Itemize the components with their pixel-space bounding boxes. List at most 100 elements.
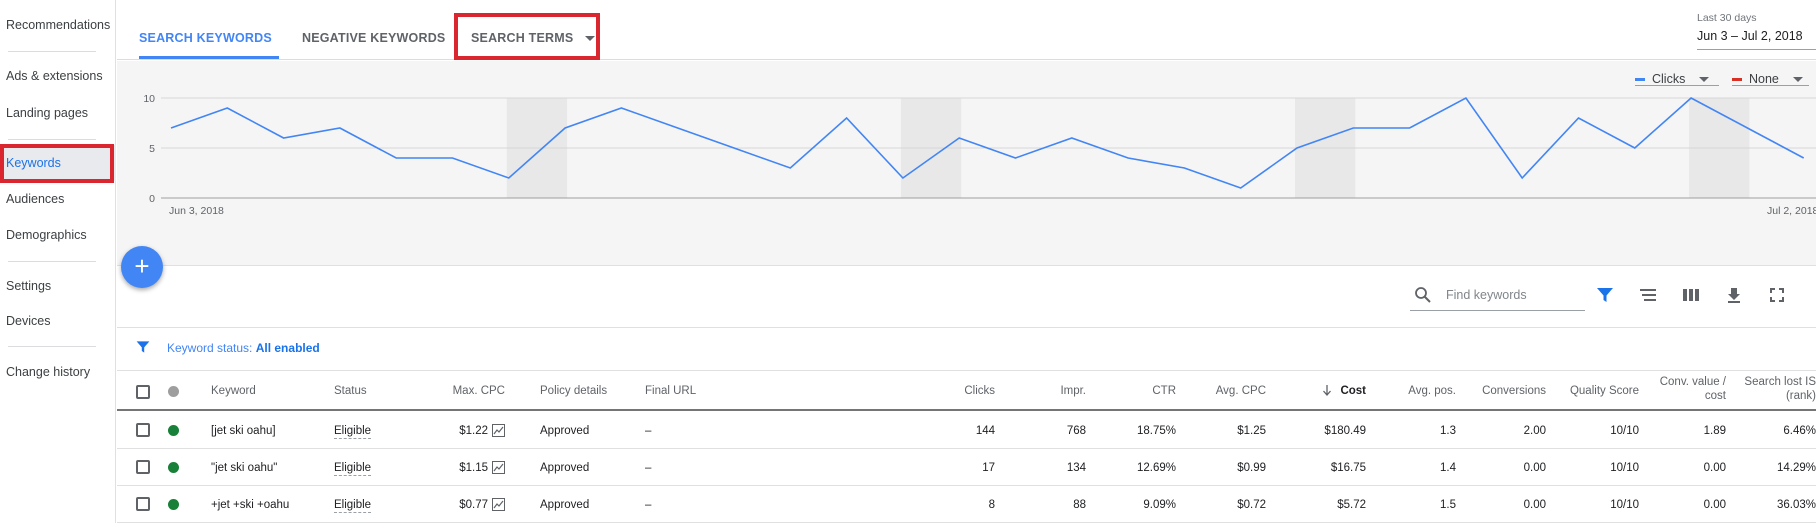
bid-chart-icon[interactable]	[492, 498, 505, 512]
performance-chart: Clicks None 0 5 10 Jun 3, 2018 Jul 2, 2018	[117, 61, 1816, 266]
cell-status-text: Eligible	[334, 462, 372, 476]
row-checkbox[interactable]	[136, 497, 150, 511]
cell-cost: $16.75	[1331, 461, 1366, 475]
cell-lost-is: 6.46%	[1783, 425, 1816, 437]
cell-impr: 768	[1067, 424, 1086, 438]
search-icon	[1415, 287, 1431, 303]
fullscreen-icon[interactable]	[1767, 285, 1787, 305]
status-dot-enabled[interactable]	[168, 462, 179, 473]
cell-impr-text: 88	[1073, 499, 1086, 511]
table-row[interactable]: "jet ski oahu" Eligible $1.15 Approved – 17 13…	[117, 449, 1816, 486]
sidebar-divider	[8, 261, 96, 262]
legend-swatch-clicks	[1635, 78, 1645, 82]
cell-policy: Approved	[540, 498, 589, 512]
cell-final-url-text: –	[645, 425, 652, 437]
metric-secondary-label: None	[1749, 72, 1779, 86]
sidebar-item-devices[interactable]: Devices	[6, 314, 51, 328]
y-tick-label: 0	[149, 193, 155, 205]
column-header-impr[interactable]: Impr.	[1060, 385, 1086, 397]
cell-cost-text: $180.49	[1324, 425, 1366, 437]
tab-search-terms[interactable]: SEARCH TERMS	[471, 0, 596, 59]
filter-chip-keyword-status[interactable]: Keyword status: All enabled	[167, 341, 320, 355]
cell-conv-value: 1.89	[1704, 424, 1726, 438]
cell-keyword[interactable]: "jet ski oahu"	[211, 461, 277, 475]
status-dot-header	[168, 386, 179, 397]
cell-clicks-text: 8	[988, 499, 995, 511]
sidebar-item-ads-extensions[interactable]: Ads & extensions	[6, 69, 103, 83]
cell-clicks-text: 17	[982, 462, 995, 474]
cell-policy: Approved	[540, 461, 589, 475]
status-dot-enabled[interactable]	[168, 425, 179, 436]
table-row[interactable]: +jet +ski +oahu Eligible $0.77 Approved –8 88…	[117, 486, 1816, 523]
cell-final-url-text: –	[645, 462, 652, 474]
sidebar-divider	[8, 346, 96, 347]
sidebar-item-change-history[interactable]: Change history	[6, 365, 91, 379]
column-header-clicks[interactable]: Clicks	[964, 385, 995, 397]
sidebar-item-keywords[interactable]: Keywords	[0, 145, 116, 181]
cell-quality-text: 10/10	[1610, 462, 1639, 474]
cell-keyword-text: +jet +ski +oahu	[211, 499, 290, 511]
row-checkbox[interactable]	[136, 423, 150, 437]
cell-keyword[interactable]: +jet +ski +oahu	[211, 498, 289, 512]
line-chart-svg: 0 5 10 Jun 3, 2018 Jul 2, 2018	[143, 93, 1816, 217]
cell-conv-value-text: 0.00	[1703, 462, 1726, 474]
cell-impr: 134	[1067, 461, 1086, 475]
column-header-keyword[interactable]: Keyword	[211, 385, 256, 397]
column-header-final-url[interactable]: Final URL	[645, 385, 697, 397]
cell-status: Eligible	[334, 498, 372, 513]
cell-max-cpc[interactable]: $1.15	[459, 461, 505, 475]
cell-max-cpc[interactable]: $0.77	[459, 498, 505, 512]
columns-icon[interactable]	[1681, 285, 1701, 305]
table-row[interactable]: [jet ski oahu] Eligible $1.22 Approved – 144 7…	[117, 412, 1816, 449]
status-dot-enabled[interactable]	[168, 499, 179, 510]
cell-ctr: 12.69%	[1137, 461, 1176, 475]
bid-chart-icon[interactable]	[492, 424, 505, 438]
cell-final-url: –	[645, 498, 651, 512]
cell-quality: 10/10	[1610, 424, 1639, 438]
segment-icon[interactable]	[1638, 285, 1658, 305]
column-header-cost[interactable]: Cost	[1322, 384, 1366, 398]
row-checkbox[interactable]	[136, 460, 150, 474]
column-header-conversions[interactable]: Conversions	[1482, 385, 1546, 397]
cell-avg-pos: 1.3	[1440, 424, 1456, 438]
sidebar-item-settings[interactable]: Settings	[6, 279, 52, 293]
filter-icon[interactable]	[135, 339, 151, 355]
metric-select-underline	[1732, 85, 1809, 86]
chevron-down-icon	[585, 36, 596, 42]
cell-status: Eligible	[334, 424, 372, 439]
column-header-status[interactable]: Status	[334, 385, 367, 397]
select-all-checkbox[interactable]	[136, 385, 150, 399]
sidebar-item-audiences[interactable]: Audiences	[6, 192, 65, 206]
cell-ctr-text: 12.69%	[1136, 462, 1176, 474]
download-icon[interactable]	[1724, 285, 1744, 305]
y-tick-label: 10	[143, 93, 155, 105]
column-header-policy-details[interactable]: Policy details	[540, 385, 608, 397]
bid-chart-icon[interactable]	[492, 461, 505, 475]
cell-status-text: Eligible	[334, 425, 372, 439]
cell-keyword[interactable]: [jet ski oahu]	[211, 424, 276, 438]
cell-max-cpc[interactable]: $1.22	[459, 424, 505, 438]
sidebar-item-recommendations[interactable]: Recommendations	[6, 18, 111, 32]
cell-cost-text: $5.72	[1337, 499, 1366, 511]
metric-select-secondary[interactable]: None	[1732, 72, 1803, 94]
chevron-down-icon	[1792, 77, 1803, 83]
column-header-max-cpc[interactable]: Max. CPC	[452, 385, 505, 397]
tab-search-keywords[interactable]: SEARCH KEYWORDS	[139, 0, 279, 59]
column-header-quality-score[interactable]: Quality Score	[1569, 385, 1639, 397]
column-header-search-lost-is[interactable]: Search lost IS (rank)	[1612, 375, 1816, 403]
column-header-ctr[interactable]: CTR	[1152, 385, 1176, 397]
sidebar-item-landing-pages[interactable]: Landing pages	[6, 106, 89, 120]
metric-select-primary[interactable]: Clicks	[1635, 72, 1710, 94]
cell-conv-value-text: 0.00	[1703, 499, 1726, 511]
tab-bar: SEARCH KEYWORDS NEGATIVE KEYWORDS SEARCH…	[117, 0, 1816, 60]
filter-icon[interactable]	[1595, 285, 1615, 305]
column-header-avg-pos[interactable]: Avg. pos.	[1408, 385, 1456, 397]
date-range-picker[interactable]: Jun 3 – Jul 2, 2018	[1697, 29, 1803, 43]
tab-negative-keywords[interactable]: NEGATIVE KEYWORDS	[302, 31, 446, 45]
column-header-conv-value-cost[interactable]: Conv. value / cost	[1660, 375, 1726, 403]
filter-value: All enabled	[255, 341, 320, 355]
column-header-avg-cpc[interactable]: Avg. CPC	[1215, 385, 1266, 397]
add-keyword-button[interactable]: +	[121, 246, 163, 288]
search-input[interactable]	[1446, 285, 1582, 305]
sidebar-item-demographics[interactable]: Demographics	[6, 228, 87, 242]
